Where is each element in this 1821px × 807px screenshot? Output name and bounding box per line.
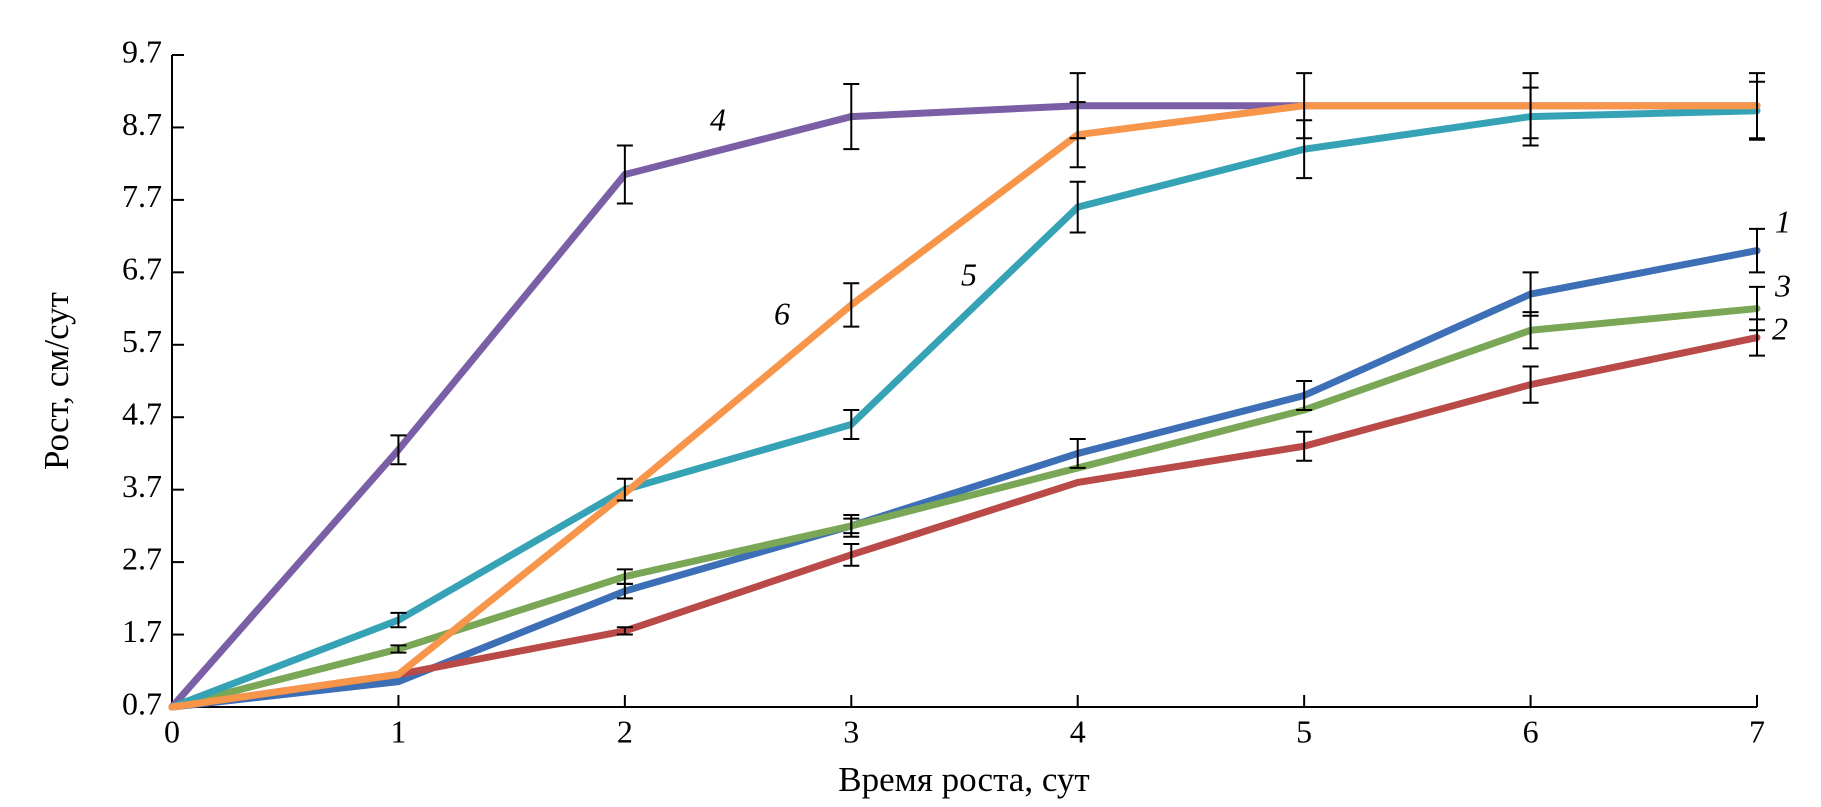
error-bar	[1749, 285, 1765, 332]
error-bar	[616, 626, 633, 636]
error-bar	[1296, 430, 1313, 462]
error-bar	[843, 282, 860, 328]
error-bar	[1069, 180, 1086, 234]
x-tick-label: 6	[1523, 713, 1539, 749]
x-tick-label: 5	[1296, 713, 1312, 749]
y-tick-label: 0.7	[122, 685, 162, 721]
y-tick-label: 9.7	[122, 33, 162, 69]
point	[1074, 478, 1082, 486]
point	[394, 670, 402, 678]
error-bar	[1522, 311, 1539, 350]
error-bar	[843, 517, 860, 535]
line	[171, 305, 1758, 711]
error-bar	[1522, 86, 1539, 147]
error-bar	[1296, 119, 1313, 180]
y-tick-label: 5.7	[122, 323, 162, 359]
error-bar	[843, 82, 860, 151]
x-tick-label: 4	[1070, 713, 1086, 749]
x-tick-label: 0	[164, 713, 180, 749]
series-label: 3	[1774, 267, 1791, 303]
error-bar	[843, 543, 860, 567]
x-tick-label: 1	[390, 713, 406, 749]
error-bar	[1522, 365, 1539, 404]
point	[394, 678, 402, 686]
line	[171, 102, 1757, 711]
y-tick-label: 1.7	[122, 613, 162, 649]
y-tick-label: 4.7	[122, 396, 162, 432]
series-label: 6	[774, 295, 790, 331]
series-label: 1	[1775, 203, 1791, 239]
y-tick-label: 2.7	[122, 540, 162, 576]
y-tick-label: 7.7	[122, 178, 162, 214]
error-bar	[390, 644, 407, 654]
series-label: 2	[1772, 310, 1788, 346]
error-bar	[390, 434, 407, 466]
error-bar	[1749, 80, 1765, 141]
line	[170, 107, 1758, 711]
line	[171, 334, 1758, 711]
error-bar	[390, 611, 407, 629]
x-tick-label: 2	[617, 713, 633, 749]
y-tick-label: 3.7	[122, 468, 162, 504]
y-axis-title: Рост, см/сут	[37, 292, 76, 470]
error-bar	[616, 568, 633, 585]
series-label: 4	[710, 101, 726, 137]
error-bar	[1069, 437, 1086, 469]
y-tick-label: 8.7	[122, 106, 162, 142]
point	[168, 703, 176, 711]
x-tick-label: 7	[1749, 713, 1765, 749]
error-bar	[1749, 227, 1765, 274]
error-bar	[1069, 101, 1086, 169]
error-bar	[1296, 380, 1313, 411]
error-bar	[616, 477, 633, 502]
series-label: 5	[961, 256, 977, 292]
error-bar	[843, 408, 860, 440]
x-axis-title: Время роста, сут	[838, 760, 1089, 799]
x-tick-label: 3	[843, 713, 859, 749]
y-tick-label: 6.7	[122, 251, 162, 287]
error-bar	[616, 144, 633, 205]
